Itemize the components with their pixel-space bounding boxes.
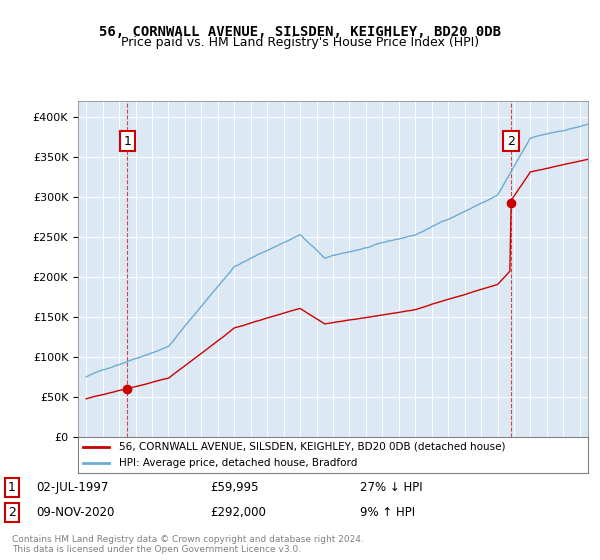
Text: 2: 2 [8, 506, 16, 519]
Text: 1: 1 [8, 481, 16, 494]
Text: 27% ↓ HPI: 27% ↓ HPI [360, 481, 422, 494]
Text: 1: 1 [124, 134, 131, 148]
Text: 9% ↑ HPI: 9% ↑ HPI [360, 506, 415, 519]
Text: £292,000: £292,000 [210, 506, 266, 519]
Text: £59,995: £59,995 [210, 481, 259, 494]
Text: 56, CORNWALL AVENUE, SILSDEN, KEIGHLEY, BD20 0DB: 56, CORNWALL AVENUE, SILSDEN, KEIGHLEY, … [99, 25, 501, 39]
Text: 56, CORNWALL AVENUE, SILSDEN, KEIGHLEY, BD20 0DB (detached house): 56, CORNWALL AVENUE, SILSDEN, KEIGHLEY, … [119, 442, 505, 452]
Text: HPI: Average price, detached house, Bradford: HPI: Average price, detached house, Brad… [119, 458, 357, 468]
Text: 09-NOV-2020: 09-NOV-2020 [36, 506, 115, 519]
Text: 2: 2 [507, 134, 515, 148]
Text: Price paid vs. HM Land Registry's House Price Index (HPI): Price paid vs. HM Land Registry's House … [121, 36, 479, 49]
Text: Contains HM Land Registry data © Crown copyright and database right 2024.
This d: Contains HM Land Registry data © Crown c… [12, 535, 364, 554]
Text: 02-JUL-1997: 02-JUL-1997 [36, 481, 109, 494]
